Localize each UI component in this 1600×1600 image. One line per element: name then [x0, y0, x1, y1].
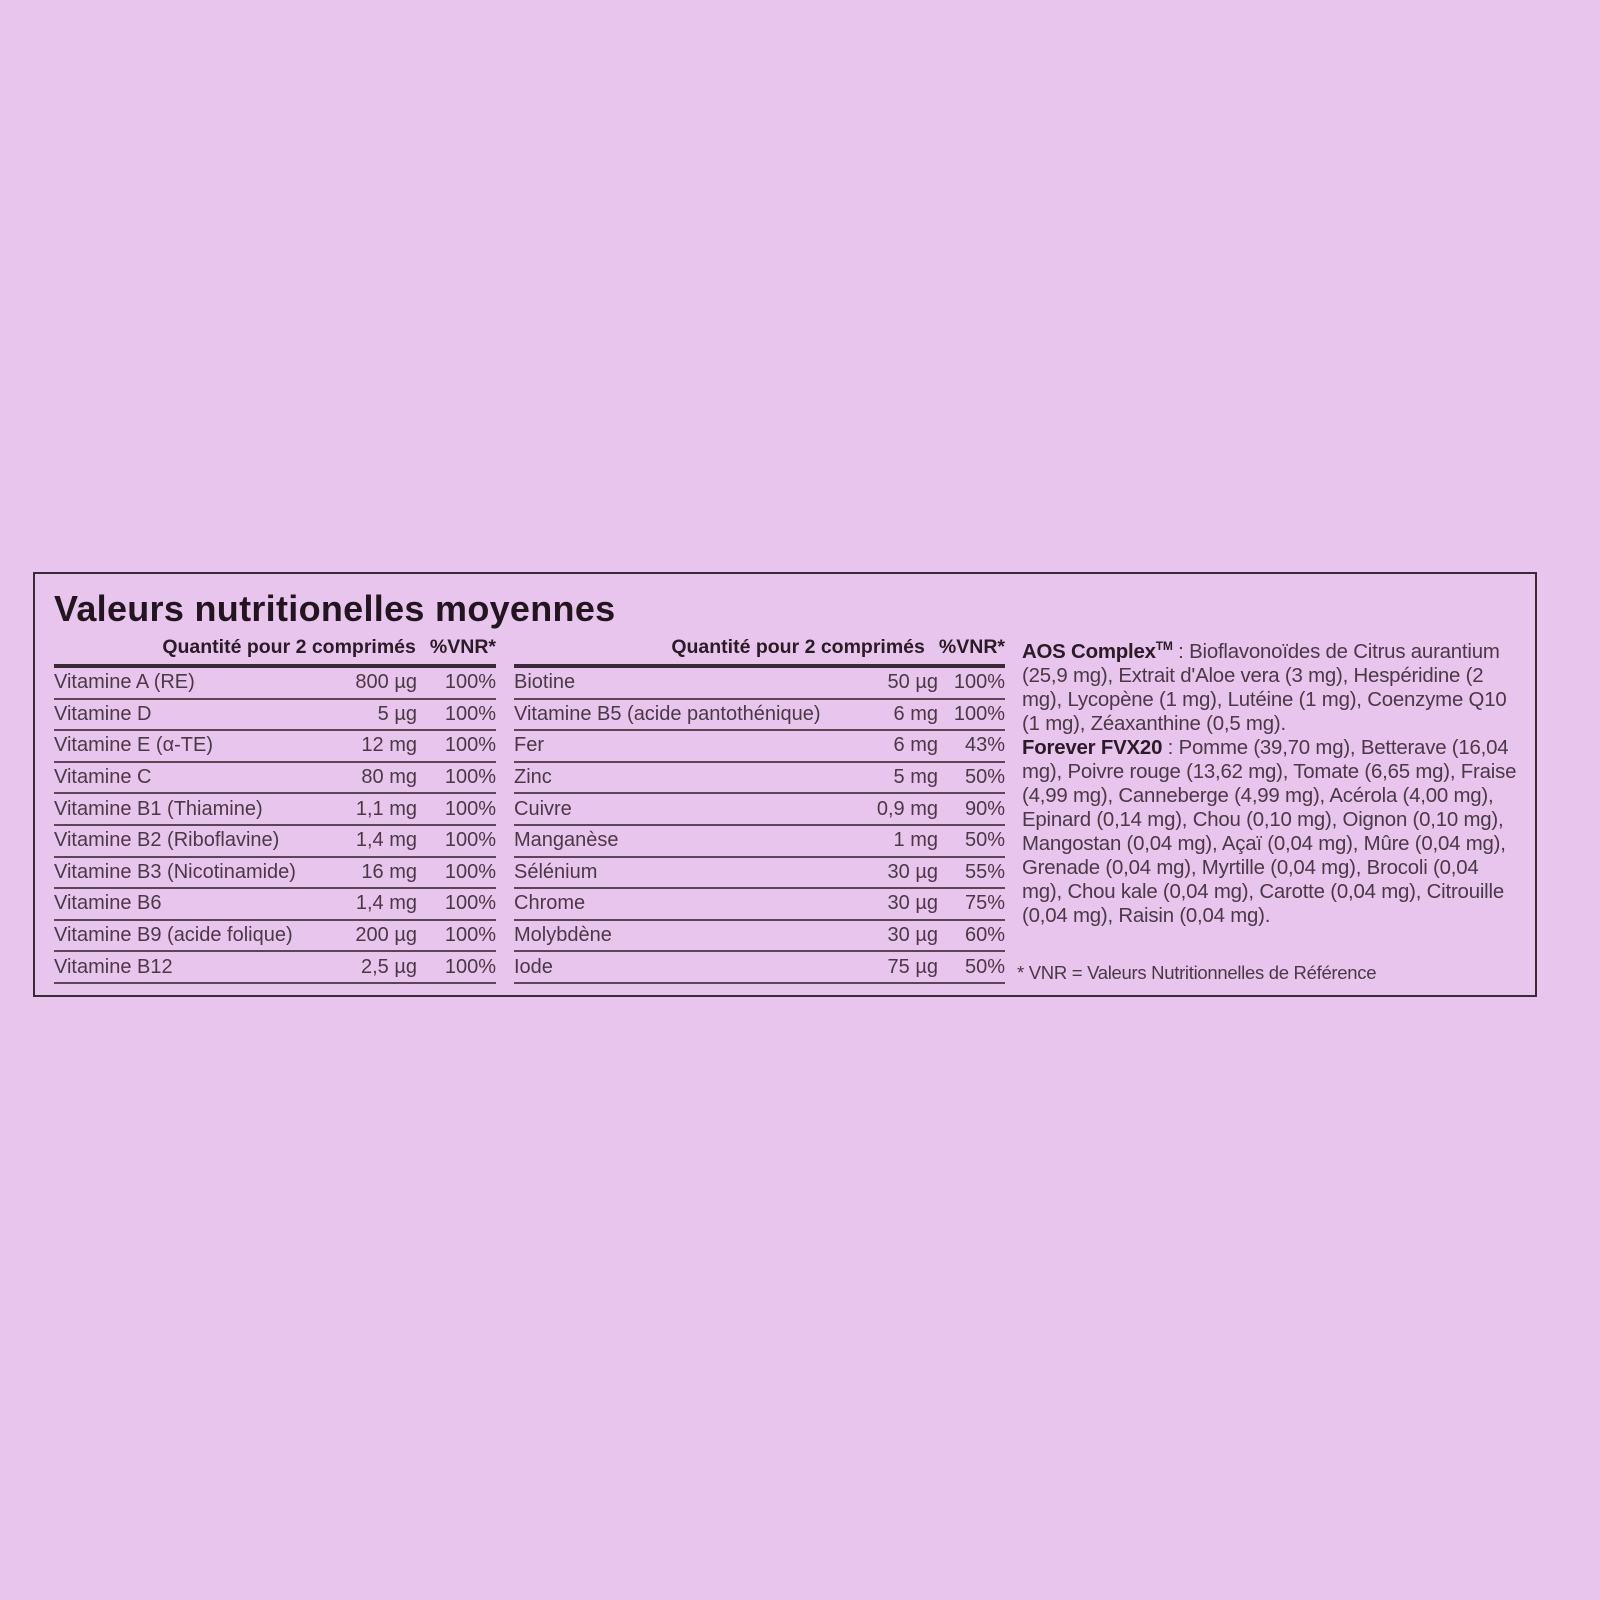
nutrient-vnr: 100% — [444, 671, 496, 694]
table-row: Sélénium 30 µg 55% — [514, 858, 1005, 890]
nutrient-name: Chrome — [514, 892, 586, 915]
nutrient-amount: 1,4 mg — [355, 892, 417, 915]
nutrient-name: Vitamine B1 (Thiamine) — [54, 797, 263, 820]
nutrient-vnr: 60% — [964, 924, 1005, 947]
nutrient-amount: 50 µg — [887, 671, 938, 694]
nutrient-name: Vitamine B12 — [54, 955, 173, 978]
nutrient-vnr: 90% — [964, 797, 1005, 820]
nutrient-vnr: 100% — [444, 702, 496, 725]
nutrient-vnr: 100% — [953, 671, 1005, 694]
nutrient-amount: 0,9 mg — [876, 797, 938, 820]
nutrient-amount: 2,5 µg — [360, 955, 417, 978]
nutrient-vnr: 50% — [964, 955, 1005, 978]
nutrient-name: Sélénium — [514, 860, 598, 883]
table-row: Chrome 30 µg 75% — [514, 889, 1005, 921]
nutrient-vnr: 100% — [444, 892, 496, 915]
table-row: Iode 75 µg 50% — [514, 952, 1005, 984]
nutrient-vnr: 100% — [444, 860, 496, 883]
table-row: Fer 6 mg 43% — [514, 731, 1005, 763]
nutrition-table-left: Quantité pour 2 comprimés %VNR* Vitamine… — [54, 630, 496, 984]
nutrient-vnr: 100% — [444, 955, 496, 978]
table-row: Molybdène 30 µg 60% — [514, 921, 1005, 953]
nutrition-table-right: Quantité pour 2 comprimés %VNR* Biotine 5… — [514, 630, 1005, 984]
table-row: Biotine 50 µg 100% — [514, 668, 1005, 700]
nutrient-amount: 30 µg — [887, 860, 938, 883]
table-row: Vitamine B6 1,4 mg 100% — [54, 889, 496, 921]
nutrient-vnr: 100% — [444, 829, 496, 852]
ingredients-text: AOS ComplexTM : Bioflavonoïdes de Citrus… — [1022, 634, 1522, 928]
nutrient-vnr: 100% — [953, 702, 1005, 725]
nutrient-vnr: 100% — [444, 734, 496, 757]
nutrient-name: Vitamine B3 (Nicotinamide) — [54, 860, 296, 883]
nutrient-name: Molybdène — [514, 924, 612, 947]
nutrient-vnr: 75% — [964, 892, 1005, 915]
nutrient-amount: 1 mg — [893, 829, 938, 852]
panel-title: Valeurs nutritionelles moyennes — [54, 588, 616, 629]
nutrient-amount: 1,4 mg — [355, 829, 417, 852]
nutrient-name: Vitamine B5 (acide pantothénique) — [514, 702, 821, 725]
nutrient-name: Vitamine D — [54, 702, 152, 725]
nutrient-vnr: 50% — [964, 766, 1005, 789]
table-row: Vitamine E (α-TE) 12 mg 100% — [54, 731, 496, 763]
aos-complex-label: AOS ComplexTM — [1022, 639, 1173, 663]
nutrient-amount: 800 µg — [355, 671, 417, 694]
header-quantity: Quantité pour 2 comprimés — [671, 635, 925, 658]
table-row: Cuivre 0,9 mg 90% — [514, 794, 1005, 826]
nutrient-amount: 30 µg — [887, 892, 938, 915]
nutrient-vnr: 50% — [964, 829, 1005, 852]
table-row: Vitamine B3 (Nicotinamide) 16 mg 100% — [54, 858, 496, 890]
nutrient-name: Biotine — [514, 671, 576, 694]
nutrient-amount: 12 mg — [361, 734, 417, 757]
nutrient-name: Vitamine A (RE) — [54, 671, 195, 694]
nutrient-name: Iode — [514, 955, 553, 978]
table-header: Quantité pour 2 comprimés %VNR* — [514, 630, 1005, 668]
aos-complex-text: : Bioflavonoïdes de Citrus aurantium (25… — [1022, 640, 1507, 735]
nutrient-name: Cuivre — [514, 797, 572, 820]
table-row: Vitamine C 80 mg 100% — [54, 763, 496, 795]
table-row: Zinc 5 mg 50% — [514, 763, 1005, 795]
aos-label-text: AOS Complex — [1022, 640, 1156, 663]
nutrient-amount: 5 µg — [377, 702, 417, 725]
nutrient-amount: 75 µg — [887, 955, 938, 978]
fvx20-text: : Pomme (39,70 mg), Betterave (16,04 mg)… — [1022, 736, 1517, 927]
nutrient-amount: 6 mg — [893, 702, 938, 725]
table-row: Vitamine B9 (acide folique) 200 µg 100% — [54, 921, 496, 953]
nutrient-amount: 1,1 mg — [355, 797, 417, 820]
nutrient-name: Vitamine C — [54, 766, 152, 789]
trademark: TM — [1155, 639, 1173, 653]
nutrient-amount: 200 µg — [355, 924, 417, 947]
table-row: Vitamine B1 (Thiamine) 1,1 mg 100% — [54, 794, 496, 826]
header-quantity: Quantité pour 2 comprimés — [162, 635, 416, 658]
nutrient-vnr: 100% — [444, 766, 496, 789]
nutrient-amount: 30 µg — [887, 924, 938, 947]
nutrient-name: Vitamine B2 (Riboflavine) — [54, 829, 280, 852]
nutrient-name: Vitamine B6 — [54, 892, 162, 915]
table-row: Vitamine D 5 µg 100% — [54, 700, 496, 732]
table-row: Manganèse 1 mg 50% — [514, 826, 1005, 858]
nutrient-vnr: 43% — [964, 734, 1005, 757]
footnote: * VNR = Valeurs Nutritionnelles de Référ… — [1017, 962, 1377, 983]
fvx20-label: Forever FVX20 — [1022, 736, 1163, 759]
nutrient-vnr: 100% — [444, 924, 496, 947]
header-vnr: %VNR* — [938, 635, 1005, 658]
nutrient-amount: 80 mg — [361, 766, 417, 789]
nutrient-name: Vitamine B9 (acide folique) — [54, 924, 293, 947]
nutrient-vnr: 100% — [444, 797, 496, 820]
nutrient-name: Vitamine E (α-TE) — [54, 734, 214, 757]
table-header: Quantité pour 2 comprimés %VNR* — [54, 630, 496, 668]
table-row: Vitamine B12 2,5 µg 100% — [54, 952, 496, 984]
header-vnr: %VNR* — [429, 635, 496, 658]
table-row: Vitamine B5 (acide pantothénique) 6 mg 100… — [514, 700, 1005, 732]
nutrient-name: Manganèse — [514, 829, 619, 852]
nutrient-name: Fer — [514, 734, 544, 757]
nutrient-amount: 16 mg — [361, 860, 417, 883]
nutrition-panel: Valeurs nutritionelles moyennes Quantité… — [33, 572, 1537, 997]
nutrient-amount: 5 mg — [893, 766, 938, 789]
nutrient-vnr: 55% — [964, 860, 1005, 883]
nutrient-amount: 6 mg — [893, 734, 938, 757]
nutrient-name: Zinc — [514, 766, 552, 789]
table-row: Vitamine A (RE) 800 µg 100% — [54, 668, 496, 700]
table-row: Vitamine B2 (Riboflavine) 1,4 mg 100% — [54, 826, 496, 858]
